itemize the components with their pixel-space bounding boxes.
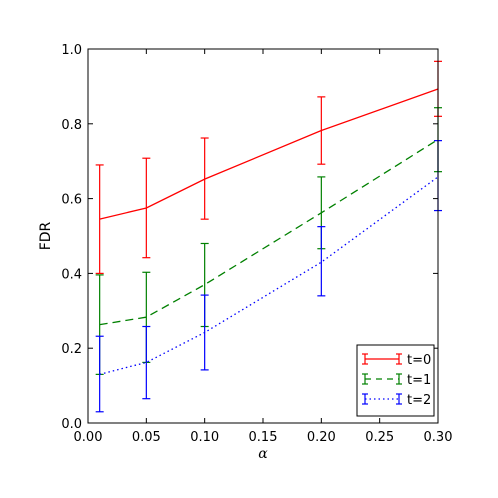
- x-tick-label: 0.10: [190, 430, 219, 445]
- legend-label: t=0: [407, 353, 431, 368]
- series-line: [99, 138, 439, 326]
- y-tick-label: 1.0: [61, 43, 82, 58]
- x-tick-label: 0.15: [249, 430, 278, 445]
- series-line: [99, 176, 439, 376]
- legend-box: [356, 344, 435, 417]
- legend-label: t=2: [407, 393, 431, 408]
- x-axis-label: α: [258, 446, 268, 462]
- y-tick-label: 0.8: [61, 118, 82, 133]
- x-tick-label: 0.30: [424, 430, 453, 445]
- x-tick-label: 0.05: [132, 430, 161, 445]
- legend: t=0 t=1 t=2: [356, 344, 435, 417]
- axis-ticks: 0.00 0.05 0.10 0.15 0.20 0.25 0.30 0.0 0.2 0.4 0.6…: [61, 43, 452, 445]
- y-tick-label: 0.6: [61, 193, 82, 208]
- y-axis-label: FDR: [38, 221, 54, 250]
- y-tick-label: 0.2: [61, 342, 82, 357]
- x-tick-label: 0.25: [365, 430, 394, 445]
- legend-label: t=1: [407, 373, 431, 388]
- series-t=1: [95, 107, 442, 375]
- x-tick-label: 0.00: [74, 430, 103, 445]
- x-tick-label: 0.20: [307, 430, 336, 445]
- y-tick-label: 0.0: [61, 417, 82, 432]
- y-tick-label: 0.4: [61, 267, 82, 282]
- series-t=0: [95, 60, 442, 274]
- series-line: [99, 88, 439, 220]
